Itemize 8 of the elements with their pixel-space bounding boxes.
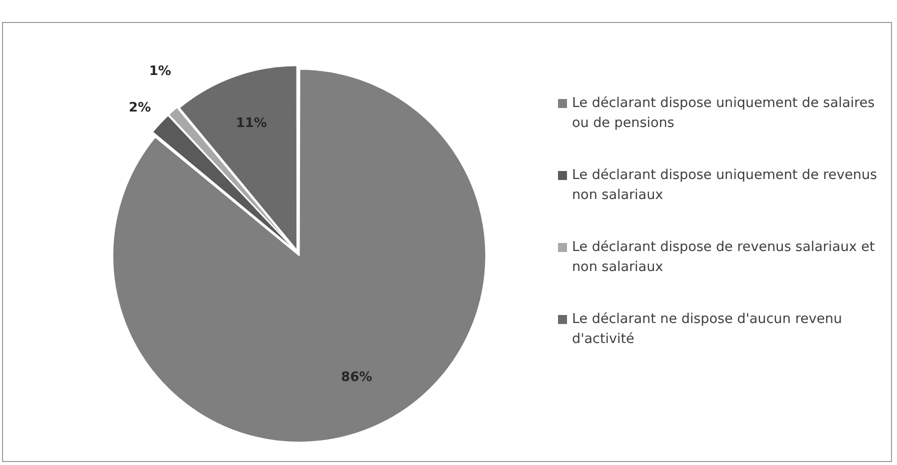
data-label: 2% [128, 100, 151, 116]
data-label: 86% [341, 370, 372, 385]
legend-label: Le déclarant dispose uniquement de salaires ou de pensions [572, 94, 876, 133]
legend-label: Le déclarant dispose uniquement de revenus non salariaux [572, 166, 878, 205]
legend-label: Le déclarant ne dispose d'aucun revenu d'activité [572, 310, 844, 349]
legend-label: Le déclarant dispose de revenus salariaux et non salariaux [572, 238, 876, 277]
data-label: 1% [149, 64, 172, 80]
data-label: 11% [236, 116, 267, 131]
